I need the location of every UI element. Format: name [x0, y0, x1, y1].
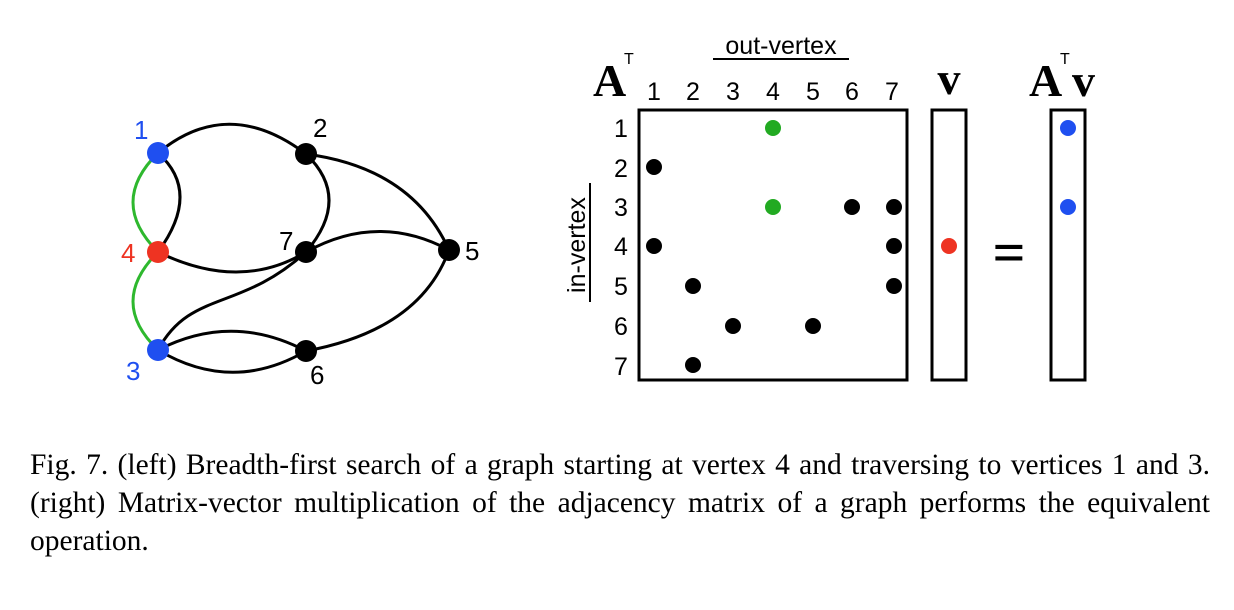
matrix-entry-2-1	[646, 159, 662, 175]
vector-symbol: v	[938, 53, 961, 104]
figure-caption: Fig. 7. (left) Breadth-first search of a…	[30, 449, 1210, 557]
row-labels: 1 2 3 4 5 6 7	[614, 115, 628, 381]
edge-5-6	[305, 249, 451, 353]
row-label: 3	[614, 194, 628, 222]
column-labels: 1 2 3 4 5 6 7	[647, 78, 899, 106]
graph-vertices	[147, 142, 460, 362]
edge-2-5	[305, 152, 451, 251]
matrix-entry-7-2	[685, 357, 701, 373]
row-header: in-vertex	[563, 197, 591, 293]
vertex-2	[295, 143, 317, 165]
column-header: out-vertex	[725, 32, 837, 60]
vertex-label-6: 6	[310, 360, 324, 390]
row-label: 5	[614, 273, 628, 301]
row-label: 1	[614, 115, 628, 143]
result-superscript: T	[1060, 51, 1070, 68]
edge-7-3	[156, 250, 308, 351]
vertex-label-5: 5	[465, 236, 479, 266]
graph-edges	[131, 122, 451, 374]
vertex-5	[438, 239, 460, 261]
edge-7-4	[157, 250, 307, 274]
result-entry-3	[1060, 199, 1076, 215]
vector-entries	[941, 238, 957, 254]
edge-3-6	[157, 329, 307, 353]
edge-6-3	[157, 348, 307, 374]
vertex-3	[147, 339, 169, 361]
input-vector: v	[930, 53, 968, 382]
col-label: 4	[766, 78, 780, 106]
matrix-superscript: T	[624, 51, 634, 68]
graph: 1 2 3 4 5 6 7	[121, 113, 479, 390]
bfs-matrix-figure: 1 2 3 4 5 6 7 A T out-vertex in-vertex 1…	[121, 32, 1095, 390]
matrix-symbol: A	[593, 55, 626, 106]
matrix-entry-5-2	[685, 278, 701, 294]
edge-7-5	[305, 230, 450, 254]
col-label: 2	[686, 78, 700, 106]
edge-1-2	[157, 122, 307, 156]
matrix-entry-3-7	[886, 199, 902, 215]
col-label: 6	[845, 78, 859, 106]
result-vector: A T v	[1029, 51, 1095, 382]
matrix-entry-4-7	[886, 238, 902, 254]
result-symbol-v: v	[1072, 55, 1095, 106]
col-label: 1	[647, 78, 661, 106]
result-box	[1049, 108, 1087, 382]
edge-1-4	[156, 151, 182, 253]
result-entry-1	[1060, 120, 1076, 136]
vertex-label-3: 3	[126, 356, 140, 386]
vertex-label-7: 7	[279, 226, 293, 256]
vector-box	[930, 108, 968, 382]
matrix-entry-3-6	[844, 199, 860, 215]
vector-entry-4	[941, 238, 957, 254]
matrix-entries	[646, 120, 902, 373]
vertex-label-1: 1	[134, 115, 148, 145]
matrix-entry-6-3	[725, 318, 741, 334]
graph-vertex-labels: 1 2 3 4 5 6 7	[121, 113, 479, 390]
vertex-7	[295, 241, 317, 263]
edge-4-3-bfs	[131, 250, 160, 352]
matrix-entry-1-4	[765, 120, 781, 136]
matrix-entry-4-1	[646, 238, 662, 254]
result-symbol-a: A	[1029, 55, 1062, 106]
matrix-entry-6-5	[805, 318, 821, 334]
row-label: 2	[614, 155, 628, 183]
row-label: 4	[614, 233, 628, 261]
vertex-4	[147, 241, 169, 263]
result-entries	[1060, 120, 1076, 215]
row-label: 6	[614, 313, 628, 341]
vertex-label-2: 2	[313, 113, 327, 143]
vertex-1	[147, 142, 169, 164]
matrix-entry-3-4	[765, 199, 781, 215]
row-label: 7	[614, 353, 628, 381]
edge-2-7	[304, 152, 331, 253]
vertex-6	[295, 340, 317, 362]
adjacency-matrix: A T out-vertex in-vertex 1 2 3 4 5 6 7 1…	[563, 32, 909, 382]
matrix-box	[637, 108, 909, 382]
col-label: 3	[726, 78, 740, 106]
col-label: 5	[806, 78, 820, 106]
vertex-label-4: 4	[121, 238, 135, 268]
matrix-entry-5-7	[886, 278, 902, 294]
equals-sign: =	[992, 220, 1025, 285]
edge-4-1-bfs	[131, 151, 160, 254]
col-label: 7	[885, 78, 899, 106]
